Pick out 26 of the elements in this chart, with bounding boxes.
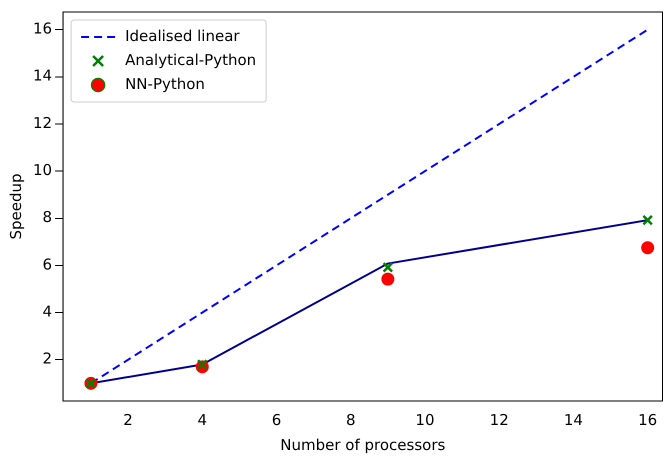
x-tick-label: 16 xyxy=(638,410,658,429)
point xyxy=(196,358,208,370)
y-tick-label: 16 xyxy=(32,20,52,38)
legend-label: NN-Python xyxy=(125,74,205,93)
y-tick-label: 4 xyxy=(42,302,52,320)
y-axis-title: Speedup xyxy=(6,173,25,240)
point xyxy=(382,262,394,273)
y-tick-label: 2 xyxy=(42,350,52,368)
y-tick-label: 14 xyxy=(32,66,52,85)
x-tick-label: 4 xyxy=(197,410,208,429)
point xyxy=(642,214,654,226)
point xyxy=(641,241,654,254)
legend-label: Analytical-Python xyxy=(125,50,256,69)
x-tick-label: 2 xyxy=(123,410,133,429)
x-tick-label: 14 xyxy=(564,410,583,429)
x-tick-label: 12 xyxy=(490,410,509,429)
x-tick-label: 6 xyxy=(272,410,282,429)
point xyxy=(381,272,394,286)
y-tick-label: 6 xyxy=(42,255,52,274)
x-axis-title: Number of processors xyxy=(280,436,446,454)
y-tick-label: 10 xyxy=(32,161,52,180)
y-tick-label: 8 xyxy=(42,208,52,226)
x-tick-label: 8 xyxy=(346,410,356,429)
legend-label: Idealised linear xyxy=(125,26,240,45)
x-tick-label: 10 xyxy=(415,410,435,429)
y-tick-label: 12 xyxy=(32,114,52,132)
